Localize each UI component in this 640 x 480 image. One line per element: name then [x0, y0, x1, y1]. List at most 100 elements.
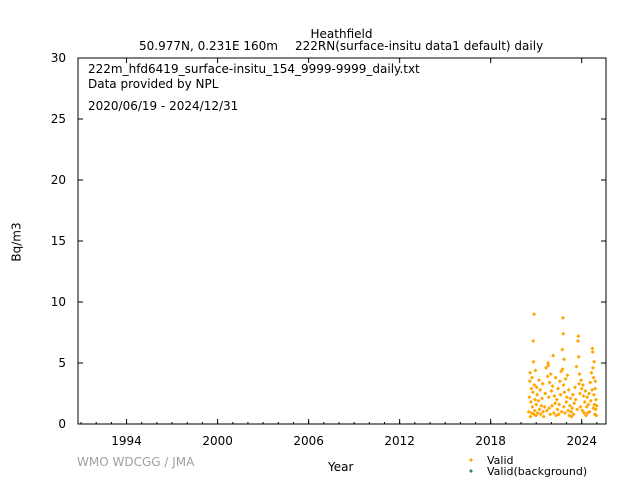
data-point	[564, 400, 569, 405]
data-point	[557, 402, 562, 407]
data-point	[577, 371, 582, 376]
data-point	[592, 359, 597, 364]
data-point	[576, 381, 581, 386]
data-point	[541, 414, 546, 419]
data-point	[548, 412, 553, 417]
data-point	[590, 350, 595, 355]
y-tick-label: 10	[51, 295, 66, 309]
y-tick-label: 20	[51, 173, 66, 187]
data-point	[585, 395, 590, 400]
data-point	[551, 353, 556, 358]
data-point	[547, 380, 552, 385]
data-point	[560, 367, 565, 372]
data-point	[532, 382, 537, 387]
x-tick-label: 1994	[111, 434, 142, 448]
data-point	[530, 404, 535, 409]
data-point	[554, 397, 559, 402]
data-point	[532, 397, 537, 402]
y-tick-label: 0	[58, 417, 66, 431]
data-point	[548, 371, 553, 376]
data-point	[529, 386, 534, 391]
data-point	[566, 387, 571, 392]
data-point	[546, 395, 551, 400]
data-point	[576, 354, 581, 359]
y-axis-label: Bq/m3	[9, 222, 24, 262]
data-point	[534, 402, 539, 407]
data-point	[535, 392, 540, 397]
data-point	[588, 398, 593, 403]
data-point	[570, 406, 575, 411]
x-tick-label: 2000	[202, 434, 233, 448]
data-point	[538, 387, 543, 392]
data-point	[580, 408, 585, 413]
data-point	[557, 379, 562, 384]
data-point	[556, 386, 561, 391]
data-point	[578, 404, 583, 409]
data-point	[562, 357, 567, 362]
data-point	[544, 408, 549, 413]
data-point	[583, 389, 588, 394]
data-point	[594, 413, 599, 418]
data-point	[593, 379, 598, 384]
data-point	[572, 401, 577, 406]
data-point	[560, 347, 565, 352]
dataset-label: 222RN(surface-insitu data1 default) dail…	[295, 39, 544, 53]
data-point	[588, 380, 593, 385]
data-point	[549, 389, 554, 394]
data-point	[562, 390, 567, 395]
data-point	[531, 339, 536, 344]
data-period: 2020/06/19 - 2024/12/31	[88, 99, 239, 113]
data-point	[569, 414, 574, 419]
data-point	[573, 397, 578, 402]
data-point	[551, 411, 556, 416]
data-point	[589, 370, 594, 375]
x-tick-label: 2024	[566, 434, 597, 448]
data-point	[528, 414, 533, 419]
data-point	[539, 396, 544, 401]
data-point	[561, 382, 566, 387]
data-point	[560, 315, 565, 320]
legend-marker	[469, 469, 473, 473]
data-point	[529, 375, 534, 380]
legend-entry: Valid(background)	[487, 465, 587, 478]
data-point	[533, 368, 538, 373]
data-point	[579, 386, 584, 391]
data-point	[587, 391, 592, 396]
data-point	[532, 312, 537, 317]
data-point	[527, 395, 532, 400]
data-point	[584, 404, 589, 409]
data-point	[536, 378, 541, 383]
data-point	[546, 361, 551, 365]
data-point	[572, 385, 577, 390]
data-point	[577, 391, 582, 396]
location-label: 50.977N, 0.231E 160m	[139, 39, 278, 53]
data-point	[545, 374, 550, 379]
data-point	[590, 387, 595, 392]
data-provider: Data provided by NPL	[88, 77, 219, 91]
data-point	[539, 403, 544, 408]
data-point	[541, 409, 546, 414]
data-point	[553, 401, 558, 406]
credit-label: WMO WDCGG / JMA	[77, 455, 195, 469]
data-point	[534, 385, 539, 390]
data-point	[590, 365, 595, 370]
x-axis-label: Year	[328, 460, 354, 474]
data-point	[543, 391, 548, 396]
data-point	[591, 375, 596, 380]
data-point	[538, 412, 543, 417]
y-tick-label: 30	[51, 51, 66, 65]
x-tick-label: 2018	[475, 434, 506, 448]
data-point	[535, 411, 540, 416]
data-point	[532, 408, 537, 413]
data-point	[544, 365, 549, 370]
data-point	[565, 373, 570, 378]
data-point	[579, 378, 584, 383]
data-point	[587, 409, 592, 414]
y-tick-label: 25	[51, 112, 66, 126]
data-point	[526, 409, 531, 414]
data-point	[576, 334, 581, 339]
data-point	[528, 400, 533, 405]
data-point	[583, 413, 588, 418]
